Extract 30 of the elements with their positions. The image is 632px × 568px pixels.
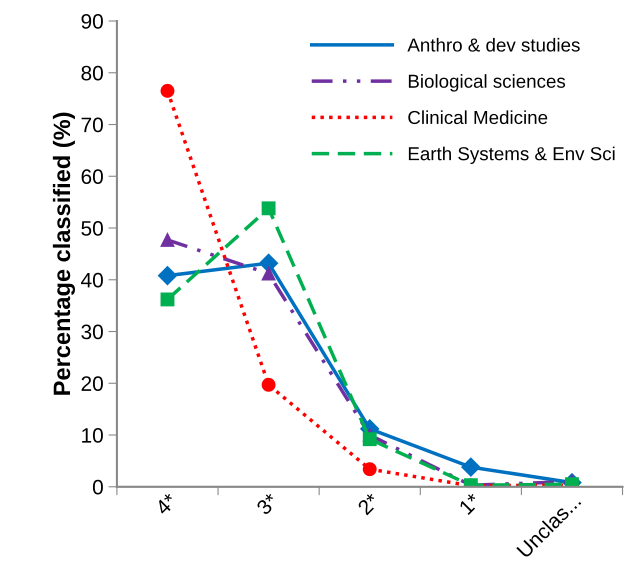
legend-label: Biological sciences bbox=[408, 74, 566, 92]
point bbox=[158, 266, 178, 286]
point bbox=[160, 232, 174, 247]
point bbox=[262, 201, 276, 216]
x-tick-label: 4* bbox=[154, 492, 178, 516]
point bbox=[362, 432, 377, 446]
legend-label: Clinical Medicine bbox=[408, 110, 548, 124]
y-tick-label: 30 bbox=[81, 324, 103, 340]
y-tick-label: 10 bbox=[82, 428, 103, 443]
x-tick-label: 3* bbox=[256, 492, 280, 516]
y-axis-title: Percentage classified (%) bbox=[52, 112, 75, 395]
point bbox=[461, 458, 480, 477]
point bbox=[262, 266, 276, 281]
point bbox=[259, 254, 278, 273]
y-tick-label: 50 bbox=[81, 221, 103, 236]
y-tick-label: 60 bbox=[82, 169, 103, 184]
y-tick-label: 70 bbox=[82, 118, 103, 132]
y-tick-label: 20 bbox=[82, 376, 103, 392]
y-tick-label: 80 bbox=[81, 66, 103, 81]
legend-label: Earth Systems & Env Sci bbox=[408, 146, 614, 164]
x-tick-label: 1* bbox=[458, 492, 482, 515]
point bbox=[160, 292, 174, 306]
x-tick-label: 2* bbox=[356, 492, 380, 516]
legend-label: Anthro & dev studies bbox=[407, 38, 580, 52]
point bbox=[262, 378, 276, 392]
y-tick-label: 0 bbox=[92, 480, 103, 495]
y-tick-label: 90 bbox=[82, 14, 103, 29]
point bbox=[160, 84, 174, 98]
y-tick-label: 40 bbox=[81, 272, 103, 288]
point bbox=[362, 462, 377, 476]
